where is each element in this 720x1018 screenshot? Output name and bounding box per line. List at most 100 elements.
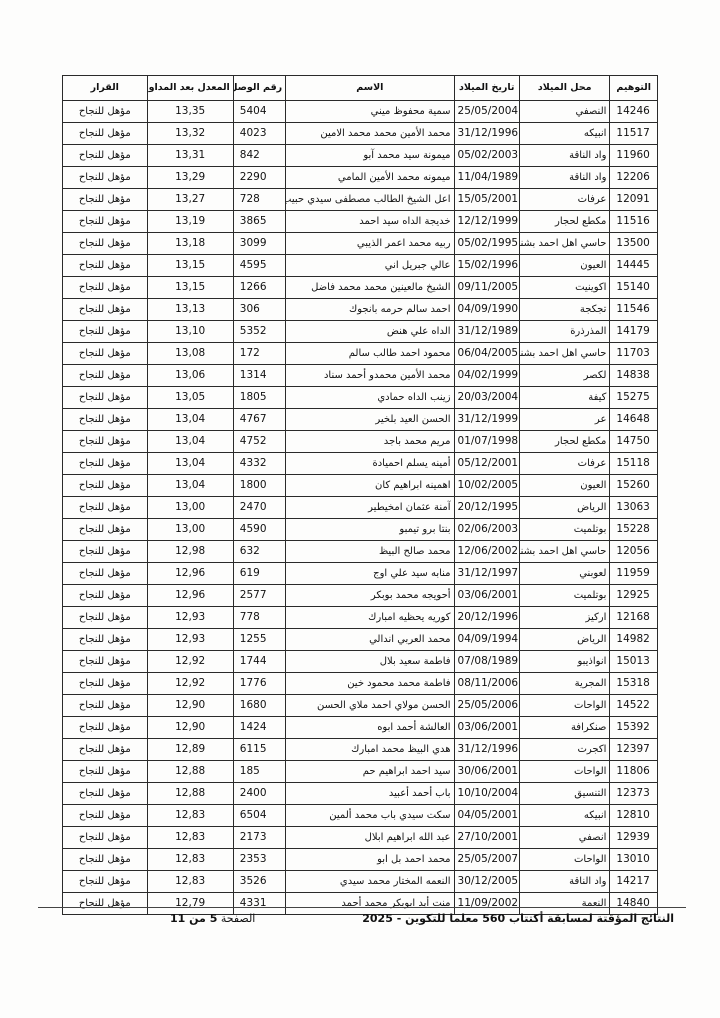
- cell-candidate-id: 14982: [609, 628, 658, 651]
- cell-birthplace: انصفي: [518, 826, 611, 849]
- cell-average: 13,00: [146, 518, 234, 541]
- cell-average: 12,79: [146, 892, 234, 915]
- cell-birthdate: 11/09/2002: [453, 892, 520, 915]
- cell-average: 13,13: [146, 298, 234, 321]
- cell-decision: مؤهل للنجاح: [62, 892, 148, 915]
- cell-receipt-number: 619: [232, 562, 287, 585]
- cell-decision: مؤهل للنجاح: [62, 694, 148, 717]
- cell-birthplace: اكجرت: [518, 738, 611, 761]
- table-row: 11960 واد الناقة 05/02/2003 ميمونة سيد م…: [62, 144, 658, 167]
- cell-decision: مؤهل للنجاح: [62, 848, 148, 871]
- cell-decision: مؤهل للنجاح: [62, 716, 148, 739]
- cell-decision: مؤهل للنجاح: [62, 760, 148, 783]
- cell-decision: مؤهل للنجاح: [62, 562, 148, 585]
- cell-decision: مؤهل للنجاح: [62, 518, 148, 541]
- table-row: 11806 الواحات 30/06/2001 سيد احمد ابراهي…: [62, 760, 658, 783]
- cell-candidate-id: 12091: [609, 188, 658, 211]
- document-title: النتائج المؤقتة لمسابقة أكتتاب 560 معلما…: [362, 912, 674, 925]
- cell-candidate-name: الشيخ مالعينين محمد محمد فاضل: [285, 276, 455, 299]
- cell-receipt-number: 1744: [232, 650, 287, 673]
- cell-candidate-id: 14217: [609, 870, 658, 893]
- cell-birthplace: النعمة: [518, 892, 611, 915]
- cell-candidate-name: محمد صالح البيظ: [285, 540, 455, 563]
- cell-birthplace: انواذيبو: [518, 650, 611, 673]
- cell-average: 13,04: [146, 452, 234, 475]
- table-row: 11516 مكطع لحجار 12/12/1999 خديجة الداه …: [62, 210, 658, 233]
- cell-average: 12,93: [146, 606, 234, 629]
- cell-birthdate: 30/12/2005: [453, 870, 520, 893]
- cell-receipt-number: 4752: [232, 430, 287, 453]
- cell-candidate-name: الداه علي هنض: [285, 320, 455, 343]
- cell-candidate-name: ربيه محمد اعمر الذيبي: [285, 232, 455, 255]
- cell-birthplace: لكصر: [518, 364, 611, 387]
- cell-candidate-id: 13500: [609, 232, 658, 255]
- table-row: 12056 حاسي اهل احمد بشنه 12/06/2002 محمد…: [62, 540, 658, 563]
- cell-birthdate: 10/10/2004: [453, 782, 520, 805]
- table-row: 12925 بوتلميت 03/06/2001 أحويجه محمد بوب…: [62, 584, 658, 607]
- cell-average: 12,89: [146, 738, 234, 761]
- cell-decision: مؤهل للنجاح: [62, 166, 148, 189]
- cell-average: 12,92: [146, 672, 234, 695]
- cell-candidate-id: 14179: [609, 320, 658, 343]
- cell-birthplace: الرياض: [518, 496, 611, 519]
- cell-candidate-id: 12373: [609, 782, 658, 805]
- table-row: 11959 لعوبني 31/12/1997 منابه سيد علي او…: [62, 562, 658, 585]
- table-row: 12397 اكجرت 31/12/1996 هدي البيظ محمد ام…: [62, 738, 658, 761]
- cell-receipt-number: 4332: [232, 452, 287, 475]
- cell-average: 12,83: [146, 848, 234, 871]
- cell-candidate-id: 15275: [609, 386, 658, 409]
- cell-candidate-name: أحويجه محمد بوبكر: [285, 584, 455, 607]
- table-row: 13010 الواحات 25/05/2007 محمد احمد بل اب…: [62, 848, 658, 871]
- cell-birthplace: بوتلميت: [518, 584, 611, 607]
- cell-candidate-name: سيد احمد ابراهيم حم: [285, 760, 455, 783]
- cell-receipt-number: 4767: [232, 408, 287, 431]
- table-row: 14840 النعمة 11/09/2002 منت أيد ابوبكر م…: [62, 892, 658, 915]
- cell-decision: مؤهل للنجاح: [62, 738, 148, 761]
- cell-candidate-name: آمنة عثمان امخيطير: [285, 496, 455, 519]
- table-row: 11546 تجكجة 04/09/1990 احمد سالم حرمه با…: [62, 298, 658, 321]
- table-row: 14179 المذرذرة 31/12/1989 الداه علي هنض …: [62, 320, 658, 343]
- header-birthplace: محل الميلاد: [518, 75, 611, 101]
- cell-birthplace: مكطع لحجار: [518, 210, 611, 233]
- cell-candidate-name: محمود احمد طالب سالم: [285, 342, 455, 365]
- cell-average: 13,32: [146, 122, 234, 145]
- cell-candidate-name: احمد سالم حرمه بانجوك: [285, 298, 455, 321]
- cell-candidate-id: 12056: [609, 540, 658, 563]
- cell-birthplace: المجرية: [518, 672, 611, 695]
- cell-birthplace: بوتلميت: [518, 518, 611, 541]
- cell-birthplace: انبيكه: [518, 122, 611, 145]
- cell-receipt-number: 632: [232, 540, 287, 563]
- table-row: 14445 العيون 15/02/1996 عالي جبريل اني 4…: [62, 254, 658, 277]
- cell-birthplace: الواحات: [518, 848, 611, 871]
- table-row: 15140 اكوينيت 09/11/2005 الشيخ مالعينين …: [62, 276, 658, 299]
- cell-candidate-name: اعل الشيخ الطالب مصطفى سيدي حبيب الله: [285, 188, 455, 211]
- cell-receipt-number: 4331: [232, 892, 287, 915]
- cell-candidate-name: زينب الداه حمادي: [285, 386, 455, 409]
- table-row: 14217 واد الناقة 30/12/2005 النعمه المخت…: [62, 870, 658, 893]
- cell-receipt-number: 172: [232, 342, 287, 365]
- table-row: 14522 الواحات 25/05/2006 الحسن مولاي احم…: [62, 694, 658, 717]
- cell-average: 13,27: [146, 188, 234, 211]
- cell-candidate-id: 14445: [609, 254, 658, 277]
- cell-birthdate: 20/12/1995: [453, 496, 520, 519]
- cell-candidate-name: عالي جبريل اني: [285, 254, 455, 277]
- cell-decision: مؤهل للنجاح: [62, 364, 148, 387]
- cell-average: 13,35: [146, 100, 234, 123]
- cell-birthdate: 25/05/2007: [453, 848, 520, 871]
- cell-receipt-number: 2173: [232, 826, 287, 849]
- cell-receipt-number: 1680: [232, 694, 287, 717]
- cell-candidate-id: 14522: [609, 694, 658, 717]
- cell-average: 13,19: [146, 210, 234, 233]
- header-birthdate: تاريخ الميلاد: [453, 75, 520, 101]
- cell-average: 13,08: [146, 342, 234, 365]
- cell-decision: مؤهل للنجاح: [62, 232, 148, 255]
- cell-average: 12,83: [146, 804, 234, 827]
- cell-decision: مؤهل للنجاح: [62, 584, 148, 607]
- cell-receipt-number: 728: [232, 188, 287, 211]
- cell-candidate-name: فاطمة سعيد بلال: [285, 650, 455, 673]
- cell-average: 13,18: [146, 232, 234, 255]
- cell-candidate-id: 15392: [609, 716, 658, 739]
- cell-birthdate: 05/02/2003: [453, 144, 520, 167]
- cell-decision: مؤهل للنجاح: [62, 540, 148, 563]
- footer-divider: [38, 907, 686, 908]
